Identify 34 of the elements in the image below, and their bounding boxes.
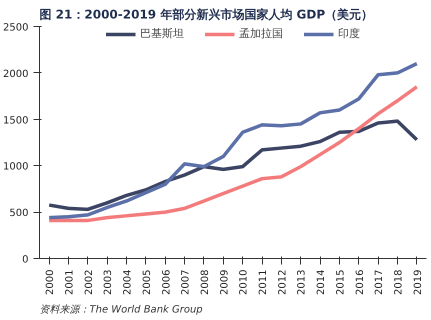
x-tick-label: 2008 — [200, 269, 211, 295]
x-tick-label: 2007 — [180, 269, 192, 295]
x-tick-label: 2011 — [258, 269, 270, 295]
x-tick-label: 2012 — [277, 269, 288, 295]
x-tick-label: 2015 — [335, 269, 346, 295]
x-tick-label: 2013 — [296, 269, 308, 295]
x-tick-label: 2004 — [122, 269, 134, 295]
x-tick-label: 2001 — [64, 269, 76, 295]
x-tick-label: 2009 — [219, 269, 230, 295]
x-tick-label: 2000 — [45, 269, 56, 295]
x-tick-label: 2006 — [161, 269, 172, 295]
y-tick-label: 2000 — [3, 68, 29, 80]
y-tick-label: 500 — [9, 208, 29, 220]
legend-label: 巴基斯坦 — [140, 26, 184, 41]
text: 资料来源：The World Bank Group — [40, 304, 203, 316]
x-tick-label: 2014 — [316, 269, 328, 295]
x-tick-label: 2005 — [142, 269, 153, 295]
x-tick-label: 2003 — [103, 269, 114, 295]
legend-label: 印度 — [338, 26, 360, 41]
line-series — [47, 85, 419, 222]
line-series — [47, 119, 419, 212]
x-tick-label: 2017 — [374, 269, 386, 295]
chart-title: 图 21：2000-2019 年部分新兴市场国家人均 GDP（美元） — [40, 8, 374, 22]
y-tick-label: 0 — [22, 254, 29, 266]
x-tick-label: 2002 — [84, 269, 95, 295]
y-tick-label: 2500 — [3, 22, 29, 34]
line-series — [47, 62, 419, 220]
x-tick-label: 2019 — [412, 269, 424, 295]
legend-label: 孟加拉国 — [239, 26, 283, 41]
x-tick-label: 2010 — [238, 269, 250, 295]
y-tick-label: 1500 — [3, 115, 29, 126]
x-tick-label: 2018 — [393, 269, 404, 295]
y-tick-label: 1000 — [3, 162, 29, 173]
x-tick-label: 2016 — [354, 269, 366, 295]
